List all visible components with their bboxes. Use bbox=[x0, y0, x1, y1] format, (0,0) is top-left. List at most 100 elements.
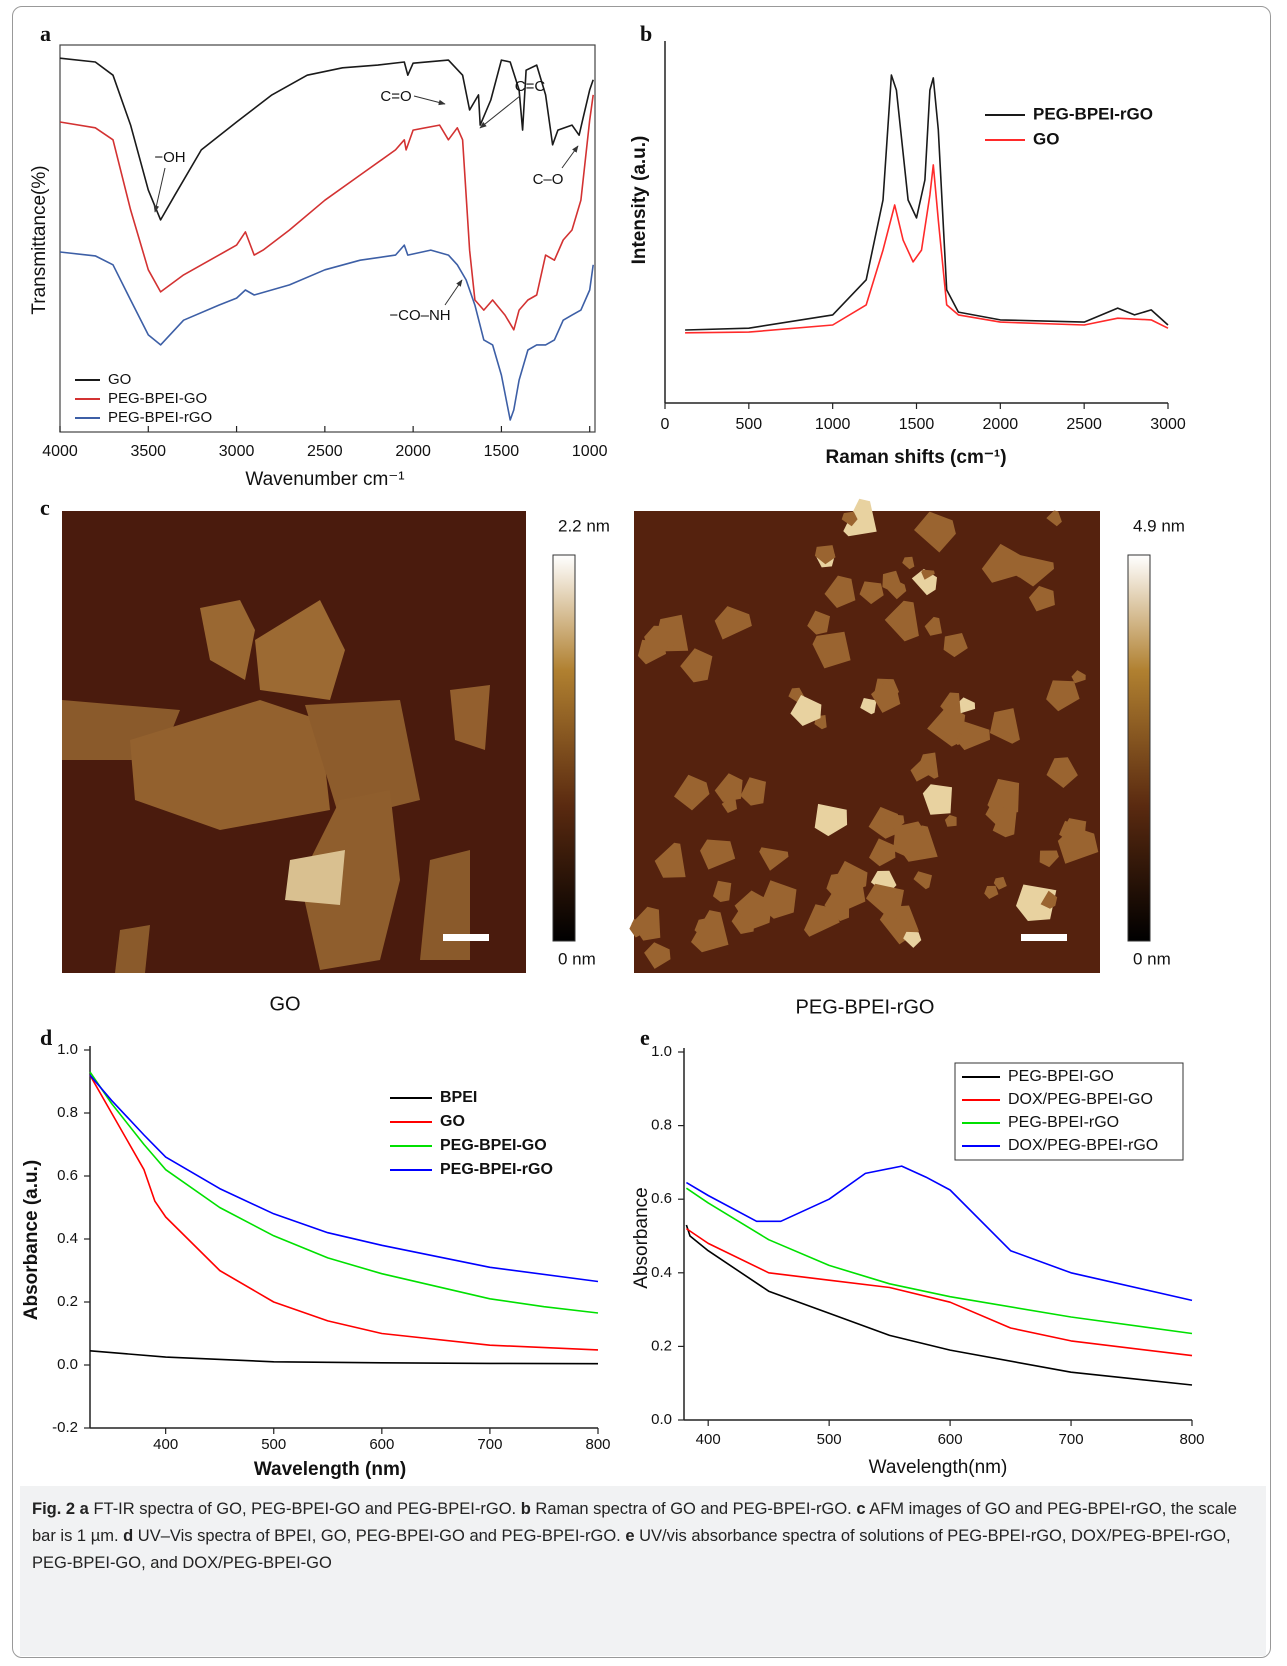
x-tick-label: 1000 bbox=[815, 416, 851, 433]
x-tick-label: 2500 bbox=[1066, 416, 1102, 433]
afm-flake bbox=[859, 581, 884, 605]
afm-flake bbox=[943, 633, 968, 658]
afm-flake bbox=[957, 721, 990, 751]
caption-text: a bbox=[75, 1500, 89, 1518]
x-tick-label: 1000 bbox=[572, 443, 608, 460]
legend-label: GO bbox=[108, 371, 131, 388]
scale-bar bbox=[1021, 934, 1067, 941]
afm-flake bbox=[1046, 757, 1078, 788]
annotation: −CO–NH bbox=[389, 307, 450, 324]
afm-flake bbox=[940, 692, 961, 719]
x-tick-label: 800 bbox=[1179, 1431, 1204, 1448]
series-line bbox=[685, 1165, 1193, 1302]
y-tick-label: 1.0 bbox=[651, 1043, 672, 1060]
afm-flake bbox=[759, 847, 789, 871]
afm-flake bbox=[910, 757, 937, 782]
afm-flake bbox=[1057, 826, 1099, 864]
afm-flake bbox=[843, 498, 877, 537]
x-tick-label: 400 bbox=[696, 1431, 721, 1448]
x-tick-label: 600 bbox=[369, 1436, 394, 1453]
x-tick-label: 500 bbox=[735, 416, 762, 433]
afm-flake bbox=[1039, 850, 1059, 868]
x-tick-label: 600 bbox=[938, 1431, 963, 1448]
caption-text: AFM images of GO and PEG-BPEI-rGO, the s… bbox=[32, 1500, 1242, 1545]
afm-flake bbox=[1017, 555, 1054, 587]
afm-flake bbox=[812, 631, 851, 669]
afm-flake bbox=[887, 580, 907, 600]
afm-flake bbox=[691, 910, 729, 953]
series-line bbox=[685, 1224, 1193, 1386]
afm-flake bbox=[869, 838, 896, 867]
afm-flake bbox=[631, 906, 661, 941]
annotation: −OH bbox=[154, 149, 185, 166]
series-line bbox=[59, 244, 594, 421]
y-tick-label: -0.2 bbox=[52, 1419, 78, 1436]
x-axis-label: Wavelength (nm) bbox=[254, 1459, 406, 1480]
panel-letter: e bbox=[640, 1025, 650, 1050]
afm-flake bbox=[992, 807, 1017, 838]
afm-flake bbox=[902, 556, 915, 570]
caption-text: c bbox=[856, 1500, 866, 1518]
afm-flake bbox=[1046, 510, 1062, 527]
image-caption: GO bbox=[269, 993, 300, 1015]
x-tick-label: 3500 bbox=[130, 443, 166, 460]
afm-flake bbox=[924, 616, 942, 636]
y-tick-label: 0.8 bbox=[57, 1104, 78, 1121]
afm-flake bbox=[989, 708, 1020, 744]
legend-label: GO bbox=[440, 1113, 465, 1130]
afm-flake bbox=[1046, 680, 1080, 712]
legend-label: PEG-BPEI-rGO bbox=[440, 1161, 553, 1178]
afm-flake bbox=[1071, 670, 1086, 684]
series-line bbox=[685, 74, 1169, 331]
figure-frame bbox=[12, 6, 1271, 1658]
afm-flake bbox=[922, 784, 952, 815]
caption-text: UV–Vis spectra of BPEI, GO, PEG-BPEI-GO … bbox=[133, 1527, 626, 1545]
series-line bbox=[685, 1227, 1193, 1357]
colorbar bbox=[1127, 554, 1151, 942]
y-tick-label: 0.4 bbox=[57, 1230, 78, 1247]
y-tick-label: 0.2 bbox=[57, 1293, 78, 1310]
y-axis-label: Absorbance bbox=[631, 1187, 652, 1288]
afm-flake bbox=[1009, 560, 1027, 578]
y-tick-label: 0.6 bbox=[651, 1190, 672, 1207]
afm-flake bbox=[714, 773, 743, 802]
legend-label: PEG-BPEI-rGO bbox=[1033, 104, 1153, 123]
afm-flake bbox=[866, 883, 904, 921]
afm-flake bbox=[957, 697, 976, 714]
afm-flake bbox=[903, 931, 922, 948]
afm-flake bbox=[1016, 884, 1057, 921]
afm-flake bbox=[644, 942, 671, 969]
x-axis-label: Wavenumber cm⁻¹ bbox=[245, 469, 404, 490]
series-line bbox=[89, 1071, 599, 1314]
afm-flake bbox=[955, 733, 968, 746]
x-axis-label: Raman shifts (cm⁻¹) bbox=[825, 447, 1006, 468]
afm-flake bbox=[901, 825, 938, 862]
afm-flake bbox=[700, 839, 736, 870]
series-line bbox=[89, 1074, 599, 1351]
x-tick-label: 2500 bbox=[307, 443, 343, 460]
afm-flake bbox=[804, 904, 840, 937]
x-tick-label: 400 bbox=[153, 1436, 178, 1453]
x-tick-label: 0 bbox=[661, 416, 670, 433]
afm-flake bbox=[814, 803, 848, 837]
y-tick-label: 0.6 bbox=[57, 1167, 78, 1184]
afm-flake bbox=[981, 543, 1021, 583]
x-tick-label: 1500 bbox=[899, 416, 935, 433]
afm-image bbox=[629, 498, 1100, 973]
y-tick-label: 1.0 bbox=[57, 1041, 78, 1058]
legend-label: GO bbox=[1033, 129, 1059, 148]
y-tick-label: 0.2 bbox=[651, 1337, 672, 1354]
legend-label: PEG-BPEI-GO bbox=[108, 390, 207, 407]
x-axis-label: Wavelength(nm) bbox=[869, 1457, 1008, 1478]
caption-text: e bbox=[625, 1527, 635, 1545]
panel-letter: d bbox=[40, 1025, 52, 1050]
x-tick-label: 500 bbox=[817, 1431, 842, 1448]
panel-letter: b bbox=[640, 21, 652, 46]
afm-flake bbox=[944, 814, 957, 827]
figure: c 2.2 nm 0 nm GO 4.9 nm 0 nm PEG-BPEI-rG… bbox=[21, 21, 1205, 1480]
y-axis-label: Absorbance (a.u.) bbox=[21, 1160, 42, 1320]
x-tick-label: 500 bbox=[261, 1436, 286, 1453]
legend-box bbox=[954, 1062, 1184, 1161]
afm-flake bbox=[654, 842, 686, 878]
